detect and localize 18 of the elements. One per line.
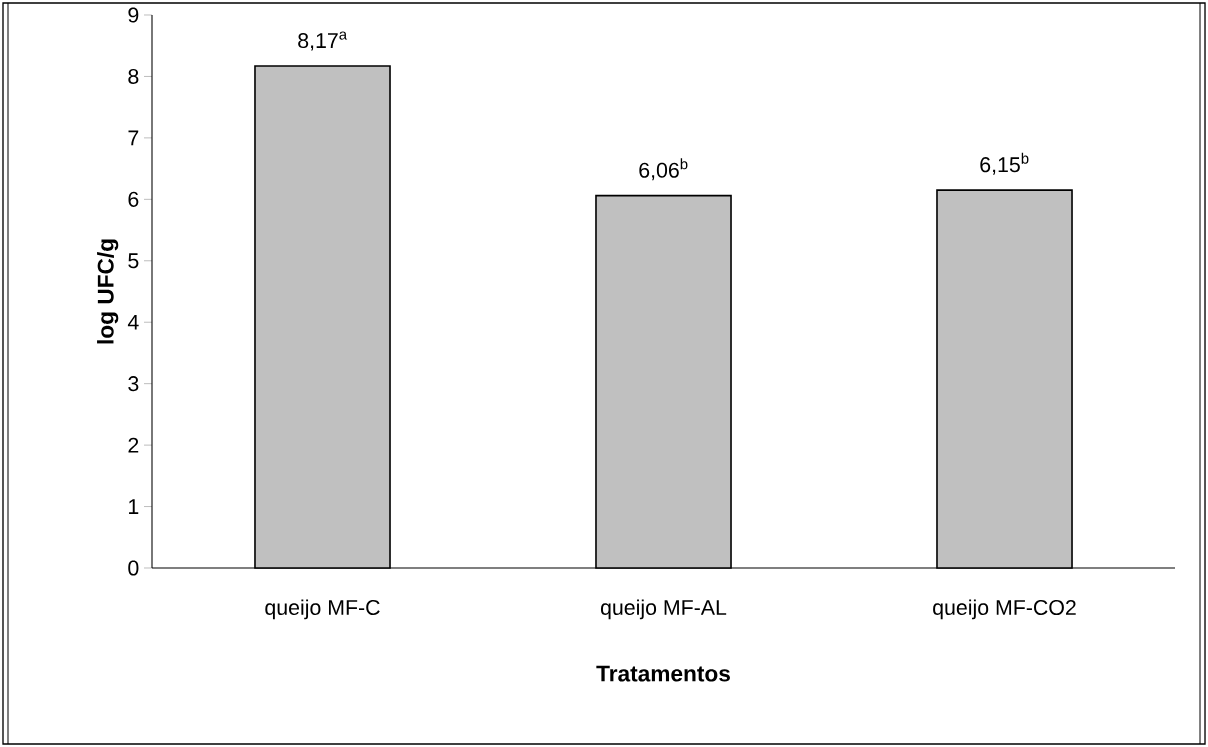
y-tick-label: 8 (128, 68, 139, 84)
y-tick-label: 6 (128, 191, 139, 207)
y-tick-label: 5 (128, 253, 139, 269)
y-tick-label: 3 (128, 376, 139, 392)
x-tick-label: queijo MF-C (265, 599, 380, 620)
y-tick-label: 9 (128, 7, 139, 23)
x-axis-title: Tratamentos (596, 665, 730, 682)
y-tick-label: 1 (129, 499, 139, 514)
data-label: 6,06$^{b}$ (639, 158, 688, 181)
y-tick-label: 2 (128, 437, 139, 453)
x-tick-label: queijo MF-AL (600, 599, 727, 620)
y-axis-title: log UFC/g (97, 239, 119, 344)
y-tick-label: 4 (127, 314, 139, 330)
x-tick-label: queijo MF-CO2 (933, 599, 1076, 620)
y-tick-label: 0 (128, 560, 139, 576)
data-label: 8,17$^{a}$ (298, 31, 348, 51)
data-label: 6,15$^{b}$ (980, 152, 1029, 175)
y-tick-label: 7 (128, 130, 139, 146)
